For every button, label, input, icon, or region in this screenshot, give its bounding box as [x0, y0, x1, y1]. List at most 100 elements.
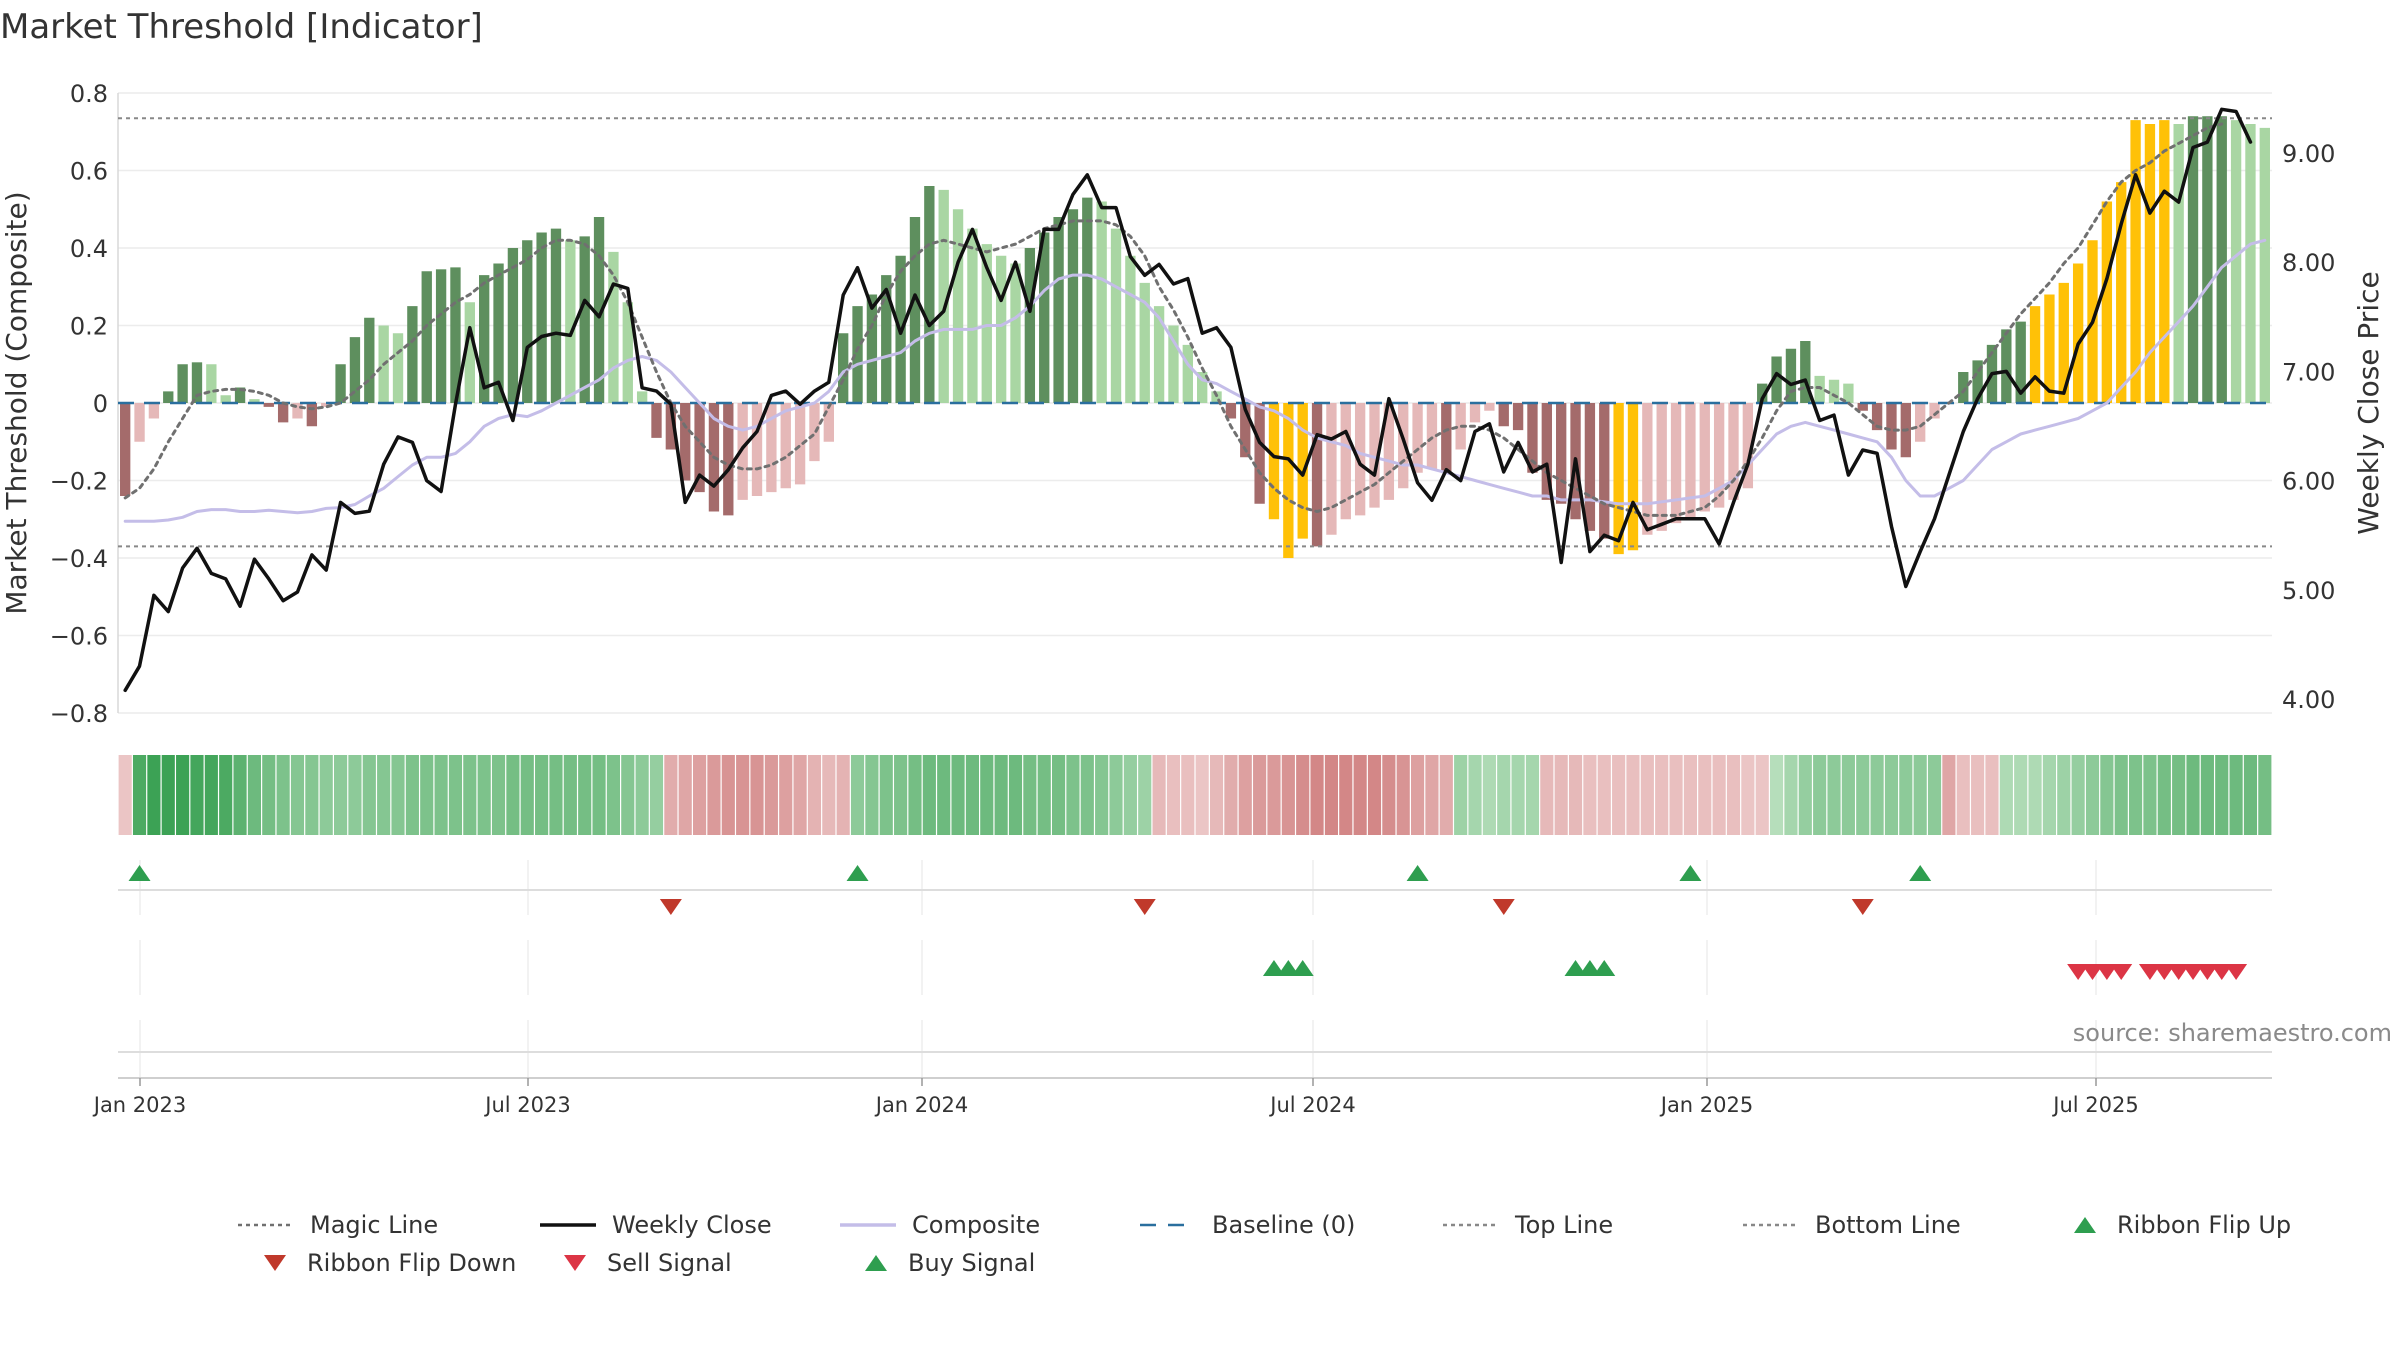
- histogram-bar: [881, 275, 892, 403]
- buy-signal-marker: [1291, 960, 1314, 976]
- ribbon-cell: [1195, 755, 1209, 835]
- histogram-bar: [1398, 403, 1409, 489]
- histogram-bar: [780, 403, 791, 489]
- ribbon-cell: [779, 755, 793, 835]
- histogram-bar: [995, 255, 1007, 403]
- ribbon-cell: [1626, 755, 1640, 835]
- histogram-bar: [809, 403, 820, 462]
- ribbon-cell: [377, 755, 391, 835]
- ribbon-cell: [894, 755, 908, 835]
- histogram-bar: [2230, 120, 2242, 403]
- histogram-bar: [1082, 197, 1093, 403]
- ribbon-cell: [2186, 755, 2200, 835]
- histogram-bar: [1139, 282, 1150, 403]
- histogram-bar: [1153, 306, 1165, 403]
- ribbon-cell: [592, 755, 606, 835]
- histogram-bar: [220, 395, 231, 403]
- ribbon-cell: [994, 755, 1008, 835]
- histogram-bar: [464, 302, 475, 403]
- histogram-bar: [1225, 403, 1237, 419]
- ribbon-cell: [1956, 755, 1970, 835]
- histogram-bar: [1484, 403, 1495, 411]
- histogram-bar: [938, 189, 949, 403]
- histogram-bar: [2245, 124, 2256, 403]
- y-tick-label: −0.8: [50, 700, 108, 728]
- histogram-bar: [852, 306, 863, 403]
- ribbon-cell: [1597, 755, 1611, 835]
- ribbon-cell: [1583, 755, 1597, 835]
- legend-label: Magic Line: [310, 1211, 438, 1239]
- y2-axis-label: Weekly Close Price: [2352, 271, 2385, 534]
- ribbon-cell: [2057, 755, 2071, 835]
- ribbon-cell: [807, 755, 822, 835]
- legend-label: Weekly Close: [612, 1211, 772, 1239]
- buy-signal-marker: [1578, 960, 1601, 976]
- ribbon-cell: [1080, 755, 1094, 835]
- legend-item: Ribbon Flip Down: [264, 1249, 516, 1277]
- histogram-bar: [680, 403, 691, 481]
- line-series: [118, 107, 2272, 693]
- ribbon-cell: [1927, 755, 1942, 835]
- histogram-bar: [1742, 403, 1754, 489]
- ribbon-cell: [1942, 755, 1956, 835]
- histogram-bar: [1168, 325, 1179, 403]
- ribbon-cell: [1971, 755, 1985, 835]
- ribbon-cell: [1037, 755, 1051, 835]
- histogram-bar: [665, 403, 677, 450]
- histogram-bar: [2101, 201, 2113, 403]
- ribbon-cell: [2042, 755, 2056, 835]
- legend-item: Bottom Line: [1743, 1211, 1961, 1239]
- histogram-bar: [1096, 201, 1107, 403]
- ribbon-cell: [965, 755, 979, 835]
- ribbon-cell: [1296, 755, 1310, 835]
- histogram-bar: [1556, 403, 1567, 504]
- ribbon-cell: [1841, 755, 1855, 835]
- sell-signal-marker: [2095, 964, 2118, 980]
- ribbon-cell: [420, 755, 434, 835]
- legend-label: Buy Signal: [908, 1249, 1035, 1277]
- histogram-bar: [2015, 321, 2026, 403]
- histogram-bar: [1685, 403, 1696, 520]
- histogram-bar: [751, 403, 763, 496]
- ribbon-cell: [2143, 755, 2157, 835]
- ribbon-cell: [448, 755, 463, 835]
- ribbon-cell: [132, 755, 147, 835]
- ribbon-cell: [1640, 755, 1654, 835]
- histogram-bar: [1599, 403, 1610, 539]
- chart-title: Market Threshold [Indicator]: [0, 7, 483, 47]
- histogram-bar: [1843, 383, 1854, 403]
- histogram-bar: [1340, 403, 1351, 520]
- legend-swatch-marker: [264, 1255, 286, 1271]
- buy-signal-marker: [1277, 960, 1300, 976]
- histogram-bar: [1642, 403, 1653, 535]
- histogram-bar: [823, 403, 834, 442]
- ribbon-cell: [2071, 755, 2085, 835]
- ribbon-cell: [2014, 755, 2028, 835]
- sell-signal-marker: [2225, 964, 2248, 980]
- ribbon-flip-down-marker: [1133, 899, 1156, 915]
- ribbon-cell: [1683, 755, 1697, 835]
- ribbon-cell: [1798, 755, 1812, 835]
- y2-tick-label: 4.00: [2282, 686, 2335, 714]
- ribbon-cell: [1181, 755, 1195, 835]
- ribbon-cell: [693, 755, 707, 835]
- ribbon-cell: [1669, 755, 1683, 835]
- ribbon-cell: [190, 755, 204, 835]
- ribbon-cell: [2172, 755, 2186, 835]
- ribbon-cell: [147, 755, 161, 835]
- ribbon-cell: [1267, 755, 1281, 835]
- legend-label: Sell Signal: [607, 1249, 732, 1277]
- y-axis-label: Market Threshold (Composite): [0, 191, 33, 614]
- histogram-bar: [1469, 403, 1481, 423]
- ribbon-cell: [1166, 755, 1181, 835]
- histogram-bar: [1498, 403, 1509, 427]
- histogram-bar: [1354, 403, 1366, 516]
- histogram-bar: [1656, 403, 1667, 531]
- histogram-bar: [1757, 383, 1768, 403]
- ribbon-cell: [2215, 755, 2229, 835]
- buy-signal-marker: [1262, 960, 1285, 976]
- histogram-bar: [924, 186, 935, 403]
- ribbon-cell: [1052, 755, 1066, 835]
- y2-tick-label: 5.00: [2282, 577, 2335, 605]
